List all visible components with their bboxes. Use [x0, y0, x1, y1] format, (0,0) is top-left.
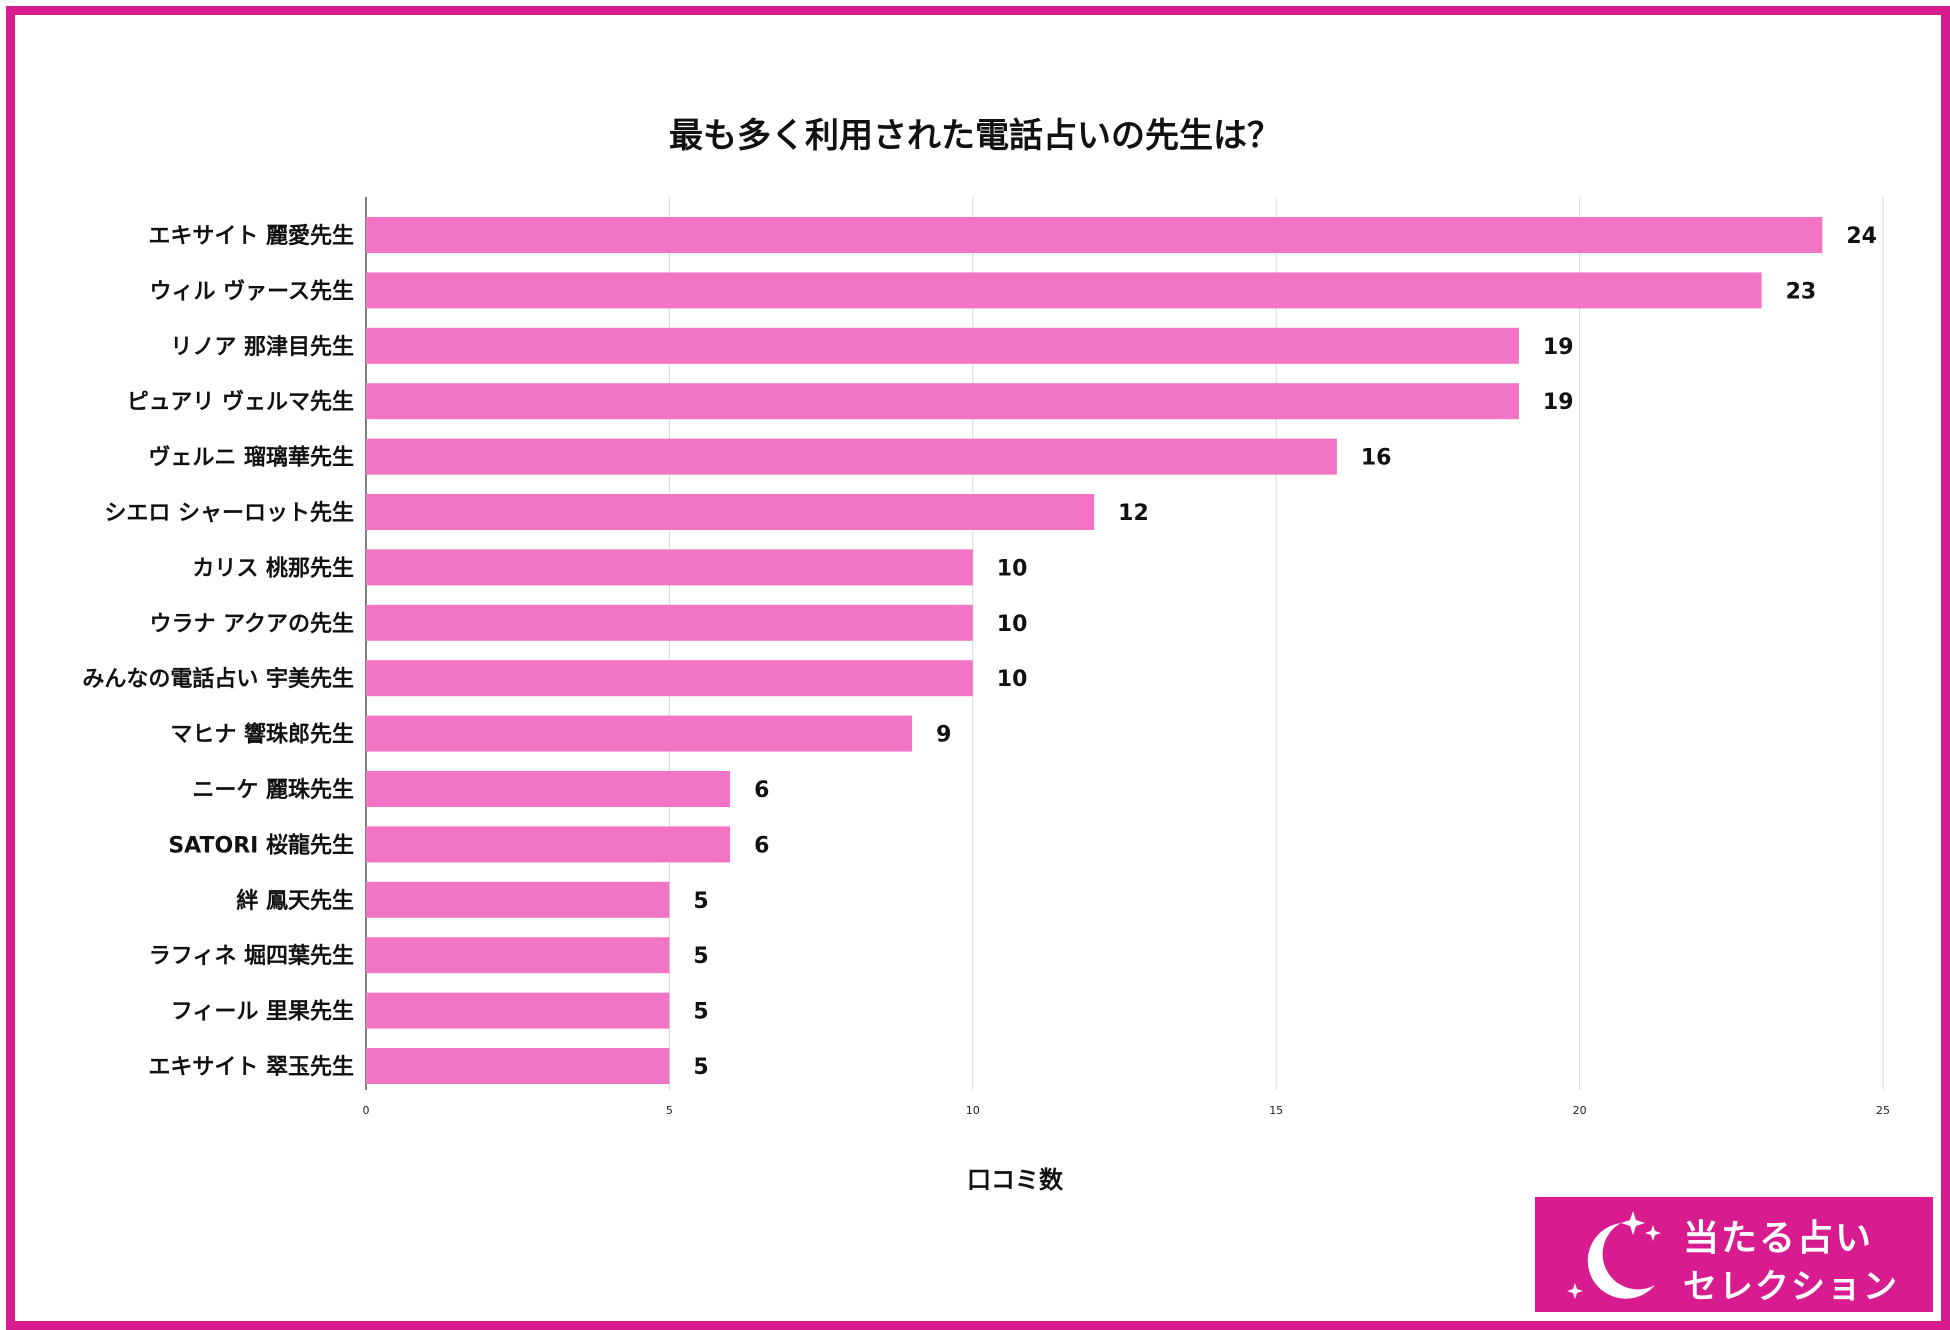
value-label: 16	[1361, 446, 1392, 471]
x-tick-label: 5	[666, 1104, 673, 1117]
category-label: SATORI 桜龍先生	[168, 832, 354, 858]
logo-line-2: セレクション	[1683, 1267, 1899, 1307]
value-label: 19	[1543, 335, 1574, 360]
brand-logo: 当たる占い セレクション	[1535, 1197, 1933, 1312]
category-label: ウィル ヴァース先生	[149, 278, 354, 304]
value-label: 6	[754, 778, 769, 803]
value-label: 10	[997, 612, 1028, 637]
x-tick-label: 25	[1876, 1104, 1890, 1117]
bar	[366, 604, 973, 641]
bar	[366, 881, 670, 918]
bar	[366, 826, 731, 863]
category-label: シエロ シャーロット先生	[104, 501, 354, 526]
category-label: ウラナ アクアの先生	[149, 612, 354, 637]
x-tick-label: 15	[1269, 1104, 1283, 1117]
bar	[366, 494, 1095, 530]
bar	[366, 383, 1519, 420]
bar	[366, 937, 670, 974]
category-label: 絆 鳳天先生	[236, 888, 354, 914]
value-label: 10	[997, 667, 1028, 692]
category-label: ラフィネ 堀四葉先生	[149, 944, 354, 969]
category-label: ヴェルニ 瑠璃華先生	[148, 445, 354, 471]
bar	[366, 715, 913, 752]
category-label: ピュアリ ヴェルマ先生	[127, 389, 354, 415]
bar	[366, 438, 1337, 475]
category-label: みんなの電話占い 宇美先生	[82, 666, 354, 692]
value-label: 5	[693, 1000, 708, 1025]
bars	[366, 217, 1823, 1084]
value-label: 24	[1846, 224, 1877, 249]
value-label: 5	[693, 889, 708, 914]
category-label: リノア 那津目先生	[170, 334, 354, 360]
value-label: 12	[1118, 501, 1149, 526]
bar	[366, 992, 670, 1029]
category-label: カリス 桃那先生	[192, 556, 354, 581]
x-tick-label: 10	[966, 1104, 980, 1117]
bar	[366, 327, 1519, 364]
x-axis-title: 口コミ数	[967, 1166, 1063, 1194]
value-label: 9	[936, 723, 951, 748]
category-label: エキサイト 翠玉先生	[148, 1055, 354, 1080]
x-tick-labels: 0 5 10 15 20 25	[363, 1104, 1891, 1117]
chart-title: 最も多く利用された電話占いの先生は？	[669, 116, 1281, 156]
x-tick-label: 20	[1573, 1104, 1587, 1117]
category-label: フィール 里果先生	[171, 1000, 354, 1025]
bar	[366, 549, 973, 586]
value-labels: 24 23 19 19 16 12 10 10 10 9 6 6 5 5 5 5	[693, 224, 1877, 1080]
value-label: 23	[1786, 279, 1817, 304]
value-label: 6	[754, 833, 769, 858]
category-label: マヒナ 響珠郎先生	[170, 722, 354, 748]
logo-line-1: 当たる占い	[1683, 1218, 1874, 1259]
bar	[366, 771, 731, 807]
value-label: 5	[693, 944, 708, 969]
value-label: 19	[1543, 390, 1574, 415]
bar	[366, 1048, 670, 1084]
crescent-moon-stars-icon	[1567, 1211, 1661, 1299]
bar	[366, 272, 1762, 309]
bar	[366, 660, 973, 697]
value-label: 5	[693, 1055, 708, 1080]
value-label: 10	[997, 556, 1028, 581]
category-label: ニーケ 麗珠先生	[192, 778, 354, 803]
x-tick-label: 0	[363, 1104, 370, 1117]
bar	[366, 217, 1823, 253]
category-label: エキサイト 麗愛先生	[148, 223, 354, 249]
